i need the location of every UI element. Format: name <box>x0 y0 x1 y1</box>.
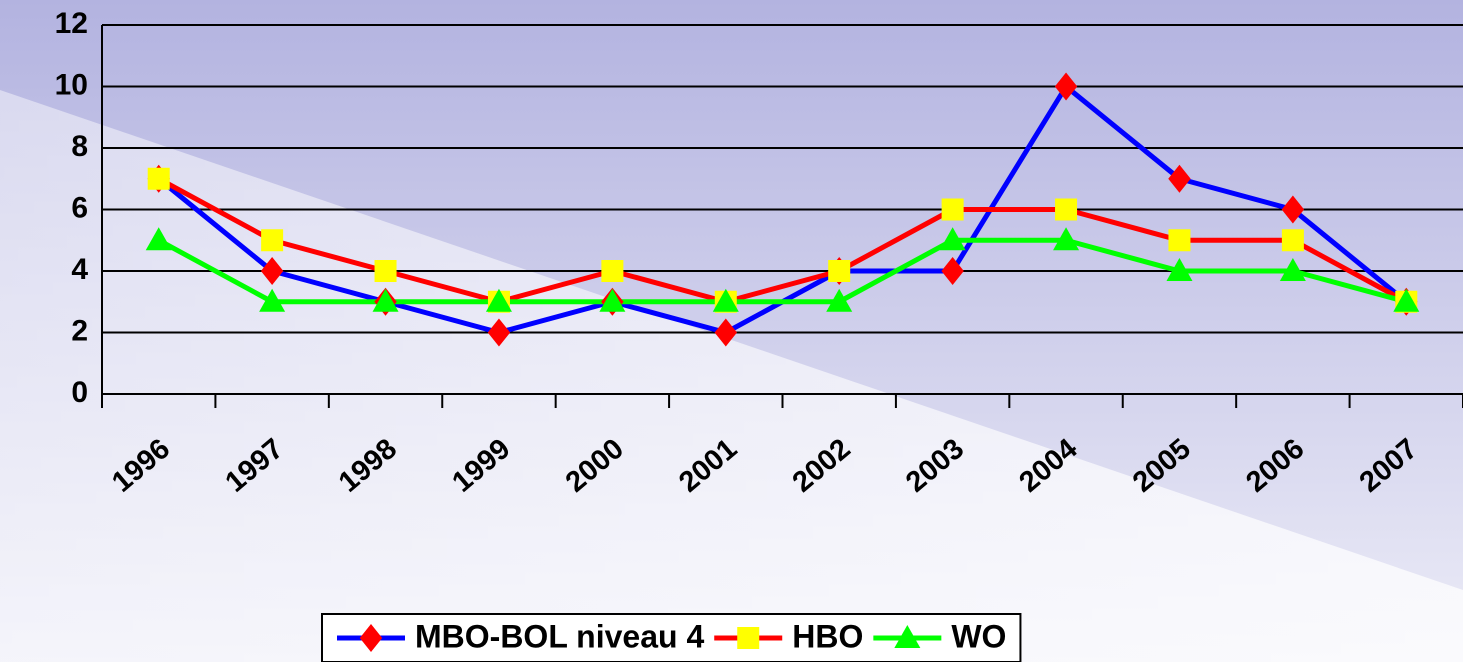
marker <box>1168 229 1191 252</box>
marker <box>828 260 851 282</box>
marker <box>1055 198 1078 221</box>
marker <box>826 288 853 312</box>
marker <box>894 625 921 648</box>
marker <box>145 227 172 251</box>
marker <box>1279 258 1306 281</box>
y-tick-label: 6 <box>71 191 88 224</box>
legend-label: WO <box>951 618 1006 654</box>
marker <box>374 260 397 282</box>
marker <box>485 288 512 312</box>
y-tick-label: 8 <box>71 130 88 163</box>
marker <box>941 198 964 221</box>
marker <box>599 288 626 312</box>
marker <box>737 627 760 649</box>
marker <box>259 288 286 312</box>
legend-label: HBO <box>792 618 863 654</box>
marker <box>261 229 284 252</box>
marker <box>1281 195 1305 224</box>
y-tick-label: 10 <box>55 68 88 101</box>
y-tick-label: 0 <box>71 376 88 409</box>
marker <box>939 227 966 251</box>
series-line <box>157 237 1407 305</box>
marker <box>260 257 284 285</box>
series-line <box>157 176 1408 305</box>
y-tick-label: 12 <box>55 7 88 40</box>
marker <box>372 288 399 312</box>
marker <box>1053 227 1080 251</box>
marker <box>487 318 511 347</box>
marker <box>1168 164 1191 193</box>
marker <box>359 624 383 652</box>
marker <box>1281 229 1304 252</box>
marker <box>601 260 624 282</box>
background-band <box>0 90 1463 662</box>
y-tick-label: 4 <box>71 253 88 286</box>
marker <box>714 318 737 347</box>
marker <box>1166 258 1193 281</box>
marker <box>1054 72 1078 101</box>
marker <box>712 288 739 312</box>
marker <box>941 257 964 285</box>
marker <box>1393 288 1420 312</box>
marker <box>147 167 170 190</box>
legend-label: MBO-BOL niveau 4 <box>415 618 704 654</box>
y-tick-label: 2 <box>71 314 88 347</box>
